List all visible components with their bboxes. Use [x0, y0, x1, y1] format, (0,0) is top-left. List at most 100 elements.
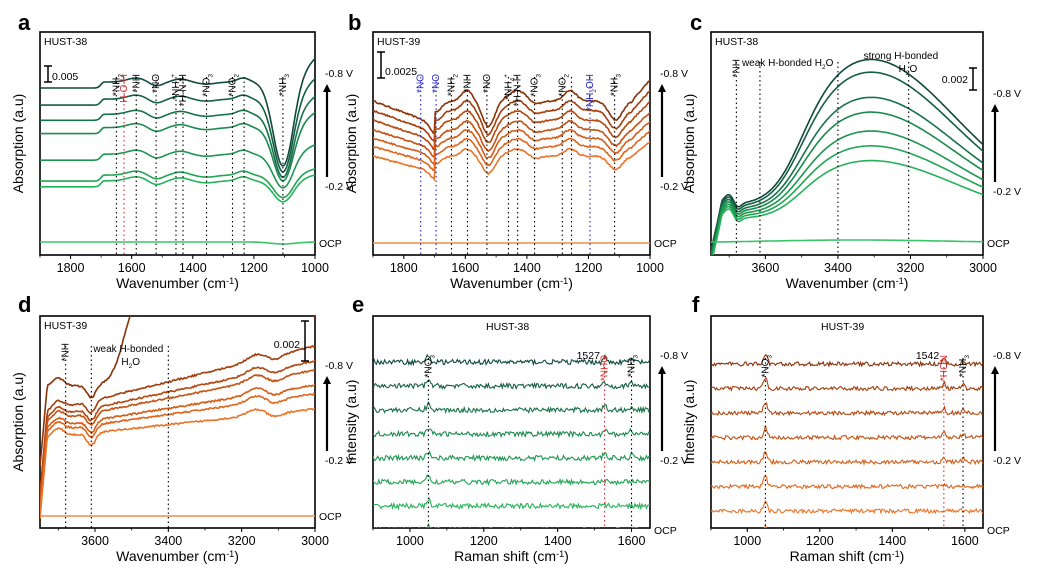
series-line — [40, 384, 315, 509]
annotation-label: *NO — [431, 74, 442, 93]
annotation-label: *NH — [131, 74, 142, 92]
annotation-label: *NH4+ — [502, 74, 516, 100]
annotation-label: *NH4+ — [170, 74, 184, 100]
potential-bottom-label: -0.2 V — [325, 455, 353, 467]
series-line — [373, 100, 650, 151]
x-tick-label: 1200 — [575, 261, 603, 275]
y-axis-label: Absorption (a.u) — [10, 372, 26, 472]
series-line — [711, 71, 983, 253]
y-axis-label: Intensity (a.u) — [343, 380, 359, 465]
series-line — [373, 474, 650, 487]
panel-a: a 1800 1600 1400 1200 1000 Wavenumber (cm-1) Ab… — [10, 10, 353, 291]
series-line — [711, 58, 983, 250]
series-line — [40, 111, 315, 182]
series-group — [373, 79, 650, 244]
x-axis-label: Raman shift (cm-1) — [790, 548, 905, 564]
arrow-head-icon — [991, 104, 999, 112]
series-line — [40, 407, 315, 519]
panel-letter: f — [692, 292, 700, 317]
series-group — [711, 58, 983, 255]
annotation-label: *HON — [939, 355, 950, 381]
panel-e: e 1000 1200 1400 1600 Raman shift (cm-1) Inten… — [343, 292, 688, 564]
panel-f: f 1000 1200 1400 1600 Raman shift (cm-1) Inten… — [681, 292, 1021, 564]
series-line — [40, 96, 315, 179]
series-line — [373, 353, 650, 367]
axes-frame — [39, 31, 316, 256]
series-line — [711, 425, 983, 441]
x-tick-label: 3400 — [824, 261, 852, 275]
x-tick-label: 1200 — [240, 261, 268, 275]
annotation-label: strong H-bonded — [864, 51, 939, 62]
panel-c: c 3600 3400 3200 3000 Wavenumber (cm-1) Absorp… — [681, 10, 1021, 291]
series-line — [40, 78, 315, 173]
annotation-label: *NH3 — [610, 74, 623, 96]
axes-frame — [39, 315, 316, 529]
series-line — [40, 168, 315, 199]
x-axis-label: Wavenumber (cm-1) — [450, 275, 573, 291]
panel-letter: d — [18, 292, 31, 317]
potential-bottom-label: -0.2 V — [993, 186, 1021, 198]
series-line — [40, 345, 315, 494]
annotation-label: *NH3 — [278, 74, 291, 96]
peak-position-label: 1542 — [916, 350, 940, 362]
axes-frame — [710, 315, 984, 529]
scale-bar-label: 0.0025 — [385, 66, 417, 78]
axes-frame — [372, 31, 651, 256]
sample-label: HUST-38 — [44, 36, 87, 48]
series-line — [40, 241, 315, 245]
x-tick-label: 1600 — [951, 534, 979, 548]
arrow-head-icon — [991, 366, 999, 374]
annotation-label: *H-N-H — [513, 74, 524, 106]
series-line — [40, 368, 315, 503]
x-axis-label: Wavenumber (cm-1) — [116, 548, 239, 564]
series-group — [373, 353, 650, 528]
y-axis-label: Absorption (a.u) — [681, 94, 697, 194]
annotation-label: weak H-bonded — [92, 344, 163, 355]
x-axis-label: Wavenumber (cm-1) — [786, 275, 909, 291]
annotation-label: *NH2 — [446, 74, 459, 96]
x-tick-label: 1200 — [470, 534, 498, 548]
x-tick-label: 1600 — [118, 261, 146, 275]
series-line — [373, 89, 650, 144]
sample-label: HUST-39 — [377, 36, 420, 48]
annotation-label: *NO2 — [557, 74, 570, 97]
series-line — [711, 111, 983, 255]
x-tick-label: 1200 — [806, 534, 834, 548]
x-tick-label: 3000 — [969, 261, 997, 275]
series-line — [40, 392, 315, 512]
series-line — [40, 174, 315, 203]
series-line — [711, 96, 983, 255]
arrow-head-icon — [658, 84, 666, 92]
series-line — [711, 499, 983, 515]
x-tick-label: 1400 — [544, 534, 572, 548]
series-line — [373, 497, 650, 511]
ocp-label: OCP — [319, 238, 342, 250]
annotation-label: *NO — [151, 74, 162, 93]
annotation-label: *NO3 — [760, 355, 773, 378]
potential-top-label: -0.8 V — [993, 88, 1021, 100]
annotation-label: H2O — [121, 357, 140, 370]
arrow-head-icon — [658, 366, 666, 374]
series-line — [40, 316, 315, 466]
potential-bottom-label: -0.2 V — [993, 455, 1021, 467]
x-tick-label: 1400 — [179, 261, 207, 275]
x-tick-label: 1000 — [301, 261, 329, 275]
series-line — [373, 450, 650, 463]
annotation-label: H2O — [899, 64, 918, 77]
series-group — [40, 57, 315, 245]
x-tick-label: 1000 — [396, 534, 424, 548]
annotation-label: *NO — [482, 74, 493, 93]
annotation-label: *NO3 — [530, 74, 543, 97]
x-tick-label: 3200 — [228, 534, 256, 548]
x-axis-label: Raman shift (cm-1) — [454, 548, 569, 564]
annotation-label: weak H-bonded H2O — [741, 58, 834, 71]
y-axis-label: Intensity (a.u) — [681, 380, 697, 465]
annotation-label: *NH2OH — [585, 74, 598, 111]
scale-bar-label: 0.005 — [52, 71, 78, 83]
y-axis-label: Absorption (a.u) — [10, 94, 26, 194]
series-line — [711, 450, 983, 467]
series-line — [40, 359, 315, 499]
series-line — [711, 239, 983, 243]
annotation-label: *NO3 — [423, 355, 436, 378]
